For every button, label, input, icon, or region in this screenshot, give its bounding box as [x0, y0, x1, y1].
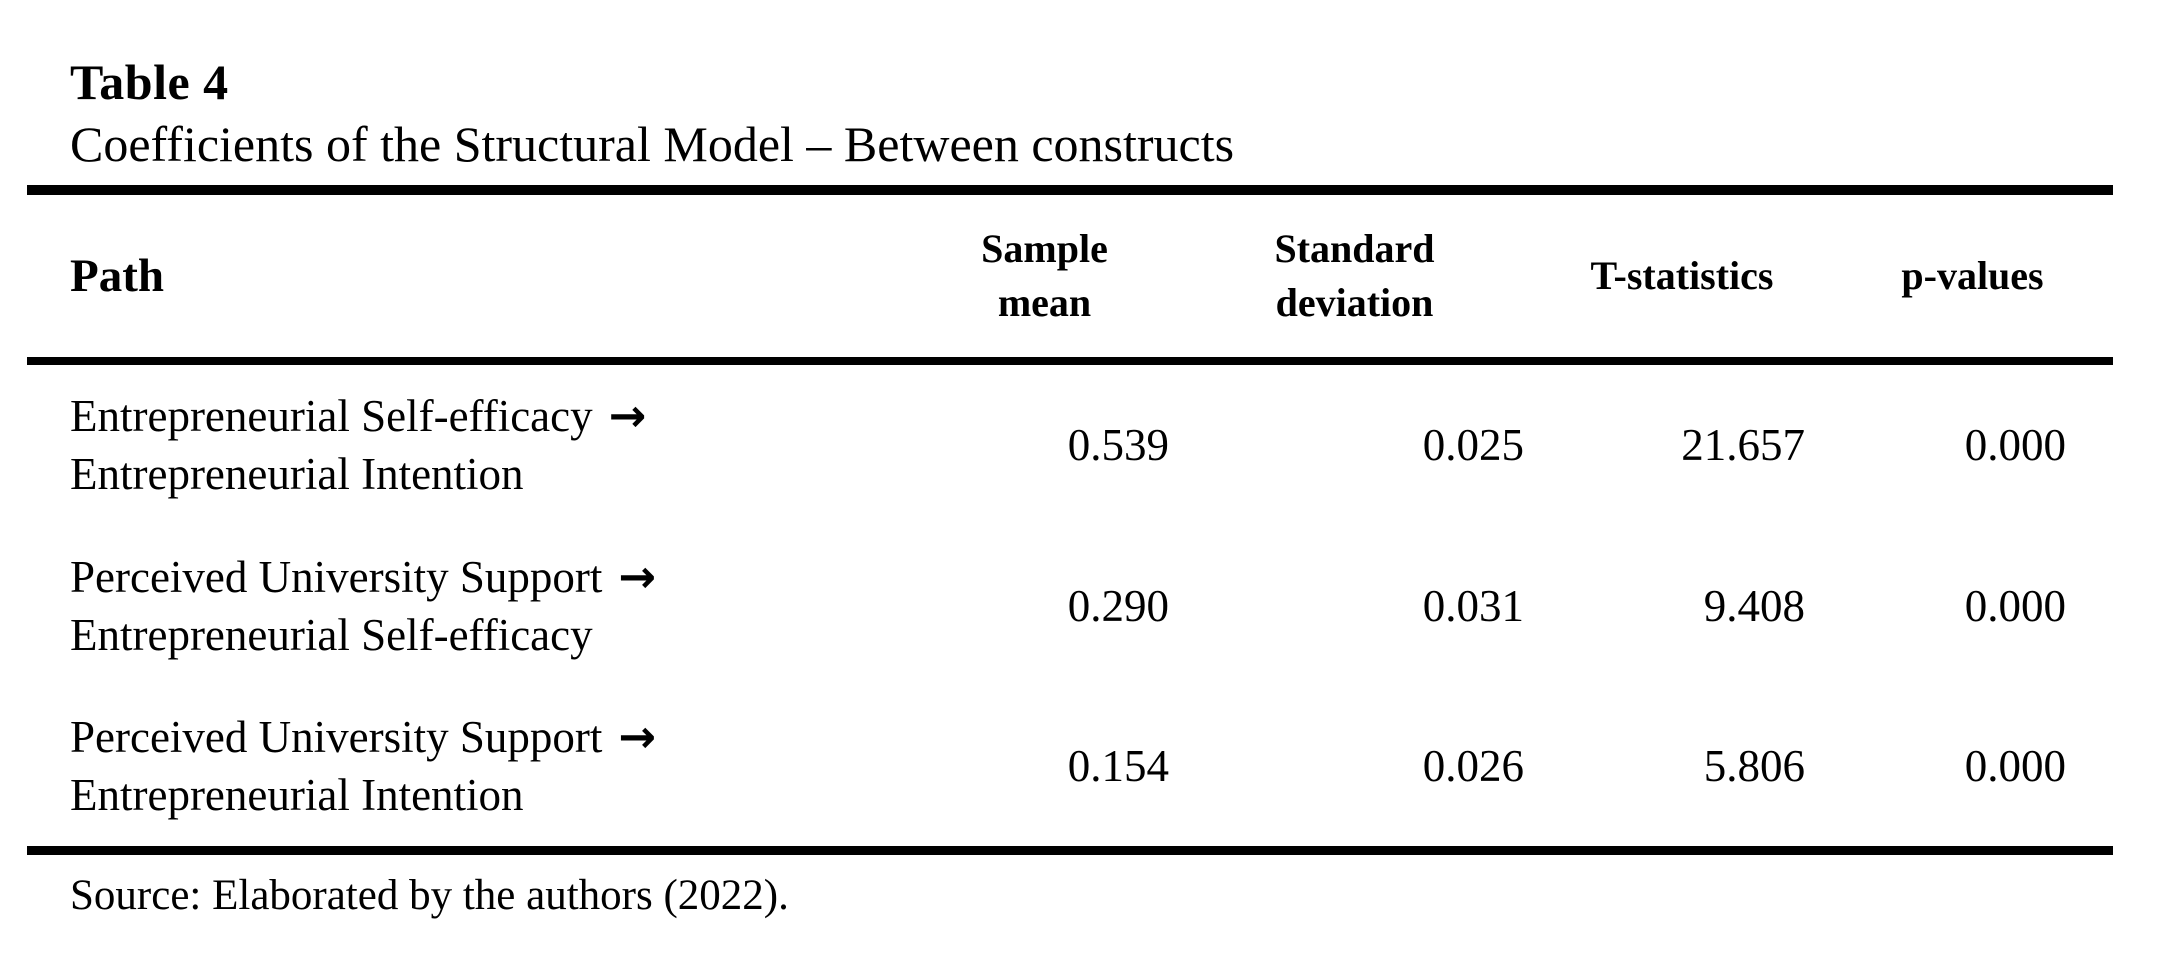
column-header-t-statistics: T-statistics	[1532, 190, 1832, 365]
path-cell: Entrepreneurial Self-efficacy → Entrepren…	[27, 361, 912, 524]
table-row: Perceived University Support → Entreprene…	[27, 524, 2113, 687]
t-statistics-value: 21.657	[1681, 419, 1805, 470]
header-row: Path Sample mean Standard deviation T-st…	[27, 190, 2113, 365]
column-header-standard-deviation: Standard deviation	[1177, 190, 1532, 365]
path-from: Entrepreneurial Self-efficacy	[70, 390, 593, 441]
source-note: Source: Elaborated by the authors (2022)…	[70, 871, 789, 919]
standard-deviation-value: 0.026	[1422, 741, 1524, 792]
p-values-value: 0.000	[1964, 580, 2066, 631]
table-title: Coefficients of the Structural Model – B…	[70, 116, 1235, 172]
t-statistics-value: 5.806	[1703, 741, 1805, 792]
sample-mean-value: 0.539	[1067, 419, 1169, 470]
path-to: Entrepreneurial Intention	[70, 448, 524, 499]
path-to: Entrepreneurial Intention	[70, 770, 524, 821]
column-header-sample-mean-label: Sample mean	[981, 226, 1108, 325]
table-row: Perceived University Support → Entreprene…	[27, 687, 2113, 850]
right-arrow-icon: →	[618, 549, 657, 603]
t-statistics-value: 9.408	[1703, 580, 1805, 631]
standard-deviation-value: 0.025	[1422, 419, 1524, 470]
path-from: Perceived University Support	[70, 712, 603, 763]
table-row: Entrepreneurial Self-efficacy → Entrepren…	[27, 361, 2113, 524]
path-cell: Perceived University Support → Entreprene…	[27, 524, 912, 687]
column-header-standard-deviation-label: Standard deviation	[1274, 226, 1435, 325]
column-header-path: Path	[27, 190, 912, 365]
column-header-sample-mean: Sample mean	[912, 190, 1177, 365]
standard-deviation-value: 0.031	[1422, 580, 1524, 631]
table-label: Table 4	[70, 54, 229, 110]
path-to: Entrepreneurial Self-efficacy	[70, 609, 593, 660]
path-from: Perceived University Support	[70, 551, 603, 602]
table-caption: Table 4 Coefficients of the Structural M…	[0, 0, 2170, 174]
coefficients-table: Path Sample mean Standard deviation T-st…	[27, 185, 2113, 855]
p-values-value: 0.000	[1964, 741, 2066, 792]
right-arrow-icon: →	[618, 710, 657, 764]
path-cell: Perceived University Support → Entreprene…	[27, 687, 912, 850]
sample-mean-value: 0.290	[1067, 580, 1169, 631]
sample-mean-value: 0.154	[1067, 741, 1169, 792]
p-values-value: 0.000	[1964, 419, 2066, 470]
column-header-p-values: p-values	[1832, 190, 2113, 365]
table-body: Entrepreneurial Self-efficacy → Entrepren…	[27, 361, 2113, 850]
right-arrow-icon: →	[608, 388, 647, 442]
table-header: Path Sample mean Standard deviation T-st…	[27, 190, 2113, 365]
